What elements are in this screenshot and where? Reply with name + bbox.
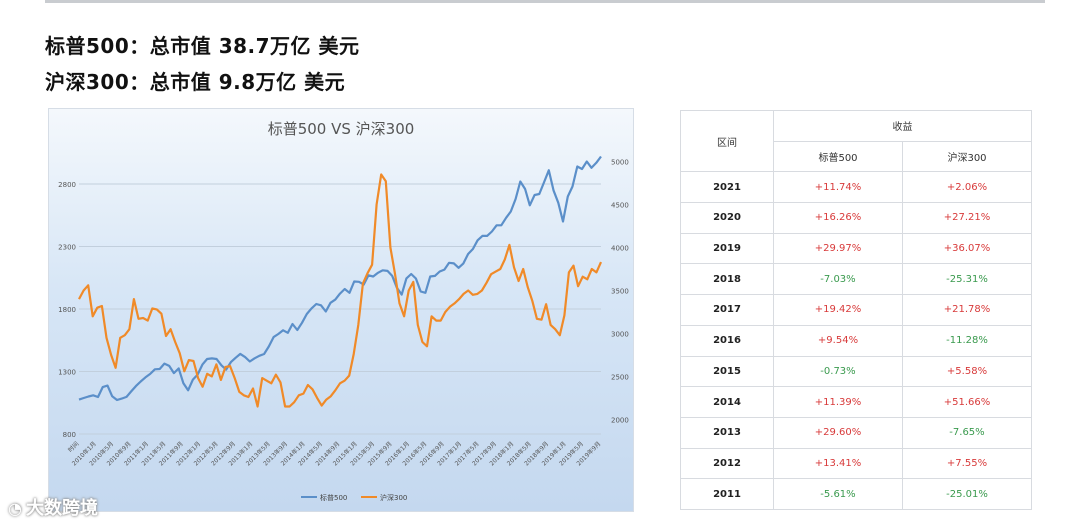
header-sp500: 标普500 [773, 140, 903, 173]
row-hs300-return: +36.07% [902, 232, 1032, 265]
left-axis-tick: 1300 [58, 369, 76, 377]
row-year: 2014 [680, 386, 774, 418]
table-row: 2021 +11.74% +2.06% [680, 171, 1032, 204]
row-hs300-return: -7.65% [902, 416, 1032, 449]
row-hs300-return: +7.55% [902, 447, 1032, 480]
row-year: 2013 [680, 416, 774, 449]
row-hs300-return: +21.78% [902, 294, 1032, 326]
watermark: ◔ 大数跨境 [8, 494, 98, 520]
row-hs300-return: -11.28% [902, 324, 1032, 357]
right-axis-tick: 2000 [611, 416, 629, 424]
row-year: 2017 [680, 294, 774, 326]
chart-svg: 标普500 VS 沪深300 800 1300 1800 2300 2800 2000 250… [58, 120, 629, 502]
table-row: 2019 +29.97% +36.07% [680, 232, 1032, 265]
row-year: 2016 [680, 324, 774, 357]
table-row: 2013 +29.60% -7.65% [680, 416, 1032, 449]
series-line-hs300 [78, 173, 603, 408]
returns-table: 区间 收益 标普500 沪深300 2021 +11.74% +2.06% 2020 +… [680, 109, 1032, 510]
table-subheader-row: 标普500 沪深300 [681, 140, 1032, 173]
row-sp500-return: +29.60% [773, 416, 903, 449]
row-hs300-return: +27.21% [902, 202, 1032, 234]
row-hs300-return: +51.66% [902, 386, 1032, 418]
table-row: 2012 +13.41% +7.55% [680, 447, 1032, 480]
right-axis-tick: 3000 [611, 330, 629, 338]
row-year: 2019 [680, 232, 774, 265]
headline-hs300-market-cap: 沪深300：总市值 9.8万亿 美元 [45, 70, 346, 94]
row-sp500-return: -5.61% [773, 478, 903, 510]
row-sp500-return: +9.54% [773, 324, 903, 357]
table-row: 2016 +9.54% -11.28% [680, 324, 1032, 357]
legend-label: 标普500 [320, 493, 347, 502]
row-year: 2021 [680, 171, 774, 204]
comparison-chart: 标普500 VS 沪深300 800 1300 1800 2300 2800 2000 250… [48, 108, 634, 512]
x-axis-tick: 时间 [66, 440, 80, 454]
row-sp500-return: +11.39% [773, 386, 903, 418]
row-sp500-return: -7.03% [773, 263, 903, 296]
table-row: 2018 -7.03% -25.31% [680, 263, 1032, 296]
row-sp500-return: +19.42% [773, 294, 903, 326]
right-axis-tick: 4500 [611, 202, 629, 210]
chart-title: 标普500 VS 沪深300 [268, 120, 415, 138]
row-sp500-return: +29.97% [773, 232, 903, 265]
table-row: 2014 +11.39% +51.66% [680, 386, 1032, 418]
header-hs300: 沪深300 [902, 140, 1032, 173]
row-year: 2015 [680, 355, 774, 388]
headline-sp500-market-cap: 标普500：总市值 38.7万亿 美元 [45, 34, 360, 58]
right-axis-tick: 2500 [611, 373, 629, 381]
table-row: 2011 -5.61% -25.01% [680, 478, 1032, 510]
row-year: 2011 [680, 478, 774, 510]
right-axis-tick: 3500 [611, 287, 629, 295]
row-hs300-return: -25.01% [902, 478, 1032, 510]
series-line-sp500 [78, 155, 602, 402]
header-returns: 收益 [773, 110, 1032, 142]
row-hs300-return: +2.06% [902, 171, 1032, 204]
row-year: 2012 [680, 447, 774, 480]
row-year: 2018 [680, 263, 774, 296]
left-axis-tick: 1800 [58, 306, 76, 314]
table-row: 2020 +16.26% +27.21% [680, 202, 1032, 234]
row-sp500-return: +16.26% [773, 202, 903, 234]
row-sp500-return: -0.73% [773, 355, 903, 388]
row-hs300-return: +5.58% [902, 355, 1032, 388]
top-divider [45, 0, 1045, 3]
row-sp500-return: +13.41% [773, 447, 903, 480]
watermark-text: 大数跨境 [25, 498, 98, 519]
row-hs300-return: -25.31% [902, 263, 1032, 296]
table-header-row: 区间 收益 [680, 109, 1032, 173]
right-axis-tick: 5000 [611, 159, 629, 167]
weibo-icon: ◔ [8, 499, 22, 518]
left-axis-tick: 2800 [58, 181, 76, 189]
row-year: 2020 [680, 202, 774, 234]
left-axis-tick: 800 [63, 431, 76, 439]
row-sp500-return: +11.74% [773, 171, 903, 204]
legend-label: 沪深300 [380, 493, 407, 502]
header-interval: 区间 [680, 109, 774, 173]
table-row: 2017 +19.42% +21.78% [680, 294, 1032, 326]
left-axis-tick: 2300 [58, 244, 76, 252]
right-axis-tick: 4000 [611, 245, 629, 253]
table-row: 2015 -0.73% +5.58% [680, 355, 1032, 388]
